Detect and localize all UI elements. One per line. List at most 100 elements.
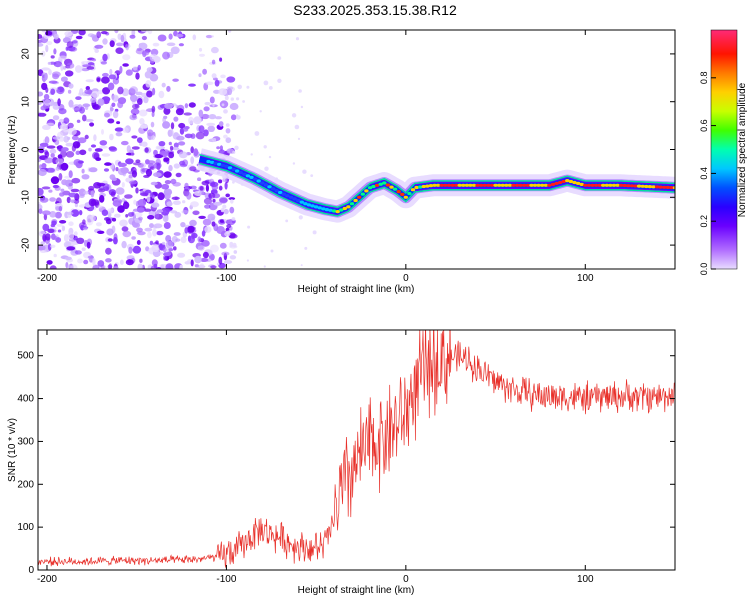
ridge-core [353, 198, 358, 203]
noise-blob [165, 235, 172, 243]
noise-dot [298, 89, 302, 93]
noise-blob [220, 208, 225, 213]
ridge-core [285, 194, 290, 198]
noise-blob [187, 225, 195, 233]
noise-blob [48, 69, 52, 76]
noise-blob [147, 231, 152, 239]
noise-blob [151, 202, 160, 208]
noise-blob [38, 43, 44, 47]
noise-blob [40, 250, 47, 253]
snr-y-ticks: 0 100 200 300 400 500 [17, 351, 675, 576]
noise-blob [223, 134, 228, 139]
noise-blob [230, 199, 234, 204]
noise-blob [60, 63, 64, 72]
ridge-core [274, 189, 279, 193]
noise-dot [264, 166, 269, 171]
noise-blob [169, 129, 174, 137]
noise-blob [102, 38, 108, 45]
noise-blob [168, 33, 173, 40]
ridge-core [317, 206, 322, 210]
noise-blob [190, 156, 195, 165]
noise-blob [218, 179, 223, 184]
ridge-core [235, 169, 240, 173]
noise-blob [210, 244, 219, 253]
ridge-core [622, 183, 627, 188]
noise-blob [96, 31, 102, 39]
noise-blob [47, 243, 52, 251]
noise-blob [207, 125, 215, 132]
noise-blob [53, 48, 57, 55]
noise-blob [68, 221, 74, 226]
noise-blob [88, 147, 92, 152]
noise-blob [141, 35, 147, 41]
noise-blob [117, 167, 127, 176]
ridge-core [572, 180, 577, 185]
noise-blob [121, 140, 129, 146]
noise-blob [193, 116, 202, 125]
ridge-core [536, 183, 541, 187]
ridge-core [249, 175, 254, 179]
noise-blob [132, 245, 142, 254]
noise-blob [135, 72, 140, 80]
noise-blob [66, 246, 76, 251]
noise-blob [183, 112, 192, 116]
noise-blob [55, 158, 64, 165]
spectrogram-x-label: Height of straight line (km) [298, 284, 415, 295]
noise-blob [41, 186, 51, 190]
noise-blob [136, 240, 141, 245]
noise-blob [121, 240, 127, 249]
noise-blob [108, 74, 116, 80]
noise-blob [163, 222, 171, 229]
noise-dot [312, 230, 317, 235]
ridge-core [439, 183, 444, 187]
colorbar-tick-label: 0.2 [699, 215, 709, 228]
y-tick-label: 500 [17, 351, 34, 362]
ridge-core [278, 190, 283, 195]
noise-blob [135, 187, 139, 194]
ridge-core [328, 208, 333, 212]
noise-blob [150, 48, 159, 56]
noise-blob [116, 194, 120, 201]
noise-blob [163, 157, 170, 162]
noise-blob [142, 50, 147, 58]
ridge-core [364, 189, 369, 193]
ridge-core [213, 161, 218, 165]
ridge-core [206, 159, 211, 164]
ridge-core [665, 185, 670, 189]
noise-blob [144, 147, 149, 153]
noise-blob [101, 129, 104, 135]
noise-blob [166, 201, 173, 207]
noise-blob [125, 69, 133, 76]
noise-blob [95, 222, 102, 227]
noise-blob [198, 215, 206, 219]
noise-blob [159, 149, 166, 156]
noise-blob [115, 132, 123, 137]
noise-blob [190, 146, 194, 154]
noise-blob [56, 86, 65, 95]
x-tick-label: -200 [37, 574, 57, 585]
y-tick-label: -10 [21, 190, 32, 205]
noise-blob [173, 116, 179, 122]
noise-blob [219, 145, 223, 151]
noise-blob [170, 122, 175, 130]
noise-blob [101, 76, 110, 84]
noise-blob [72, 104, 81, 111]
noise-blob [149, 192, 154, 198]
ridge-core [410, 188, 416, 192]
noise-blob [163, 188, 173, 196]
noise-blob [54, 211, 62, 219]
noise-blob [52, 136, 61, 140]
noise-blob [162, 51, 170, 60]
ridge-core [227, 166, 233, 170]
noise-blob [109, 40, 115, 48]
noise-blob [50, 88, 56, 95]
noise-blob [54, 139, 60, 146]
ridge-core [579, 182, 584, 186]
noise-blob [213, 89, 221, 94]
noise-blob [52, 184, 60, 189]
noise-blob [71, 209, 80, 217]
ridge-core [590, 183, 595, 187]
noise-blob [52, 73, 60, 80]
noise-blob [169, 145, 174, 151]
